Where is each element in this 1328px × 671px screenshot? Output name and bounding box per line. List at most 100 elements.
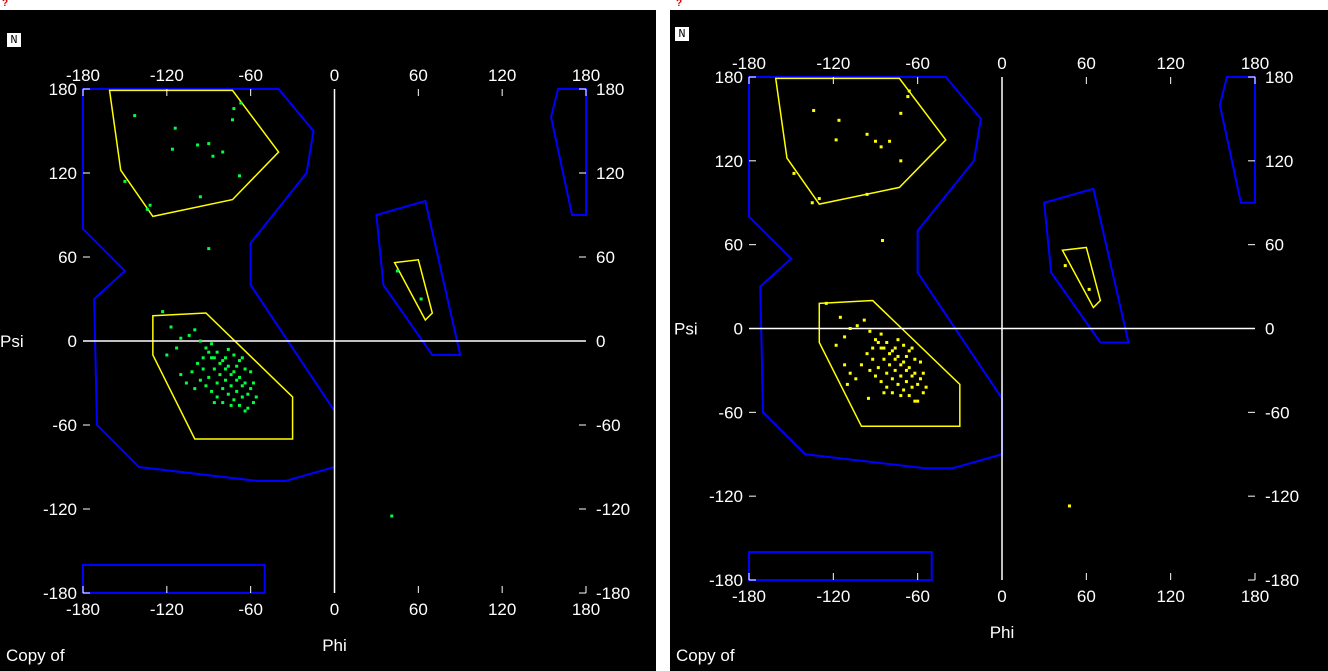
x-tick-label-bottom: 0 bbox=[330, 600, 339, 619]
residue-point bbox=[196, 361, 200, 365]
residue-point bbox=[899, 394, 903, 398]
residue-point bbox=[224, 356, 228, 360]
help-icon[interactable]: ? bbox=[2, 0, 9, 9]
ramachandran-panel-b: -180 -180 -120 -120 -60 -60 0 0 60 60 120 120 180 180… bbox=[670, 10, 1328, 671]
x-tick-label-top: 180 bbox=[572, 66, 600, 85]
x-tick-label-bottom: 120 bbox=[488, 600, 516, 619]
residue-point bbox=[246, 392, 250, 396]
x-tick-label-top: 180 bbox=[1241, 54, 1269, 73]
residue-point bbox=[226, 347, 230, 351]
residue-point bbox=[890, 349, 894, 353]
residue-point bbox=[170, 147, 174, 151]
residue-point bbox=[215, 395, 219, 399]
window-icon-b[interactable]: N bbox=[674, 26, 690, 42]
residue-point bbox=[913, 357, 917, 361]
residue-point bbox=[881, 238, 885, 242]
x-tick-label-bottom: -120 bbox=[816, 587, 850, 606]
residue-point bbox=[184, 381, 188, 385]
residue-point bbox=[913, 399, 917, 403]
residue-point bbox=[885, 385, 889, 389]
residue-point bbox=[890, 377, 894, 381]
x-tick-label-bottom: 60 bbox=[1077, 587, 1096, 606]
residue-point bbox=[893, 368, 897, 372]
residue-point bbox=[190, 370, 194, 374]
x-tick-label-top: -120 bbox=[816, 54, 850, 73]
residue-point bbox=[235, 389, 239, 393]
residue-point bbox=[211, 154, 215, 158]
residue-point bbox=[838, 315, 842, 319]
residue-point bbox=[865, 192, 869, 196]
residue-point bbox=[882, 391, 886, 395]
residue-point bbox=[899, 159, 903, 163]
x-tick-label-top: 0 bbox=[330, 66, 339, 85]
residue-point bbox=[237, 403, 241, 407]
help-icon[interactable]: ? bbox=[676, 0, 683, 9]
residue-point bbox=[165, 353, 169, 357]
residue-point bbox=[249, 370, 253, 374]
residue-point bbox=[871, 346, 875, 350]
core-region bbox=[393, 258, 434, 322]
residue-point bbox=[215, 350, 219, 354]
ramachandran-plot-b: -180-180-120-120-60-60006060120120180180… bbox=[674, 54, 1299, 665]
residue-point bbox=[251, 401, 255, 405]
residue-point bbox=[890, 391, 894, 395]
residue-point bbox=[229, 384, 233, 388]
residue-point bbox=[866, 396, 870, 400]
residue-point bbox=[868, 368, 872, 372]
x-tick-label-bottom: 0 bbox=[997, 587, 1006, 606]
residue-point bbox=[175, 346, 179, 350]
y-tick-label-left: 60 bbox=[58, 248, 77, 267]
residue-point bbox=[419, 297, 423, 301]
y-tick-label-left: -60 bbox=[52, 416, 77, 435]
x-tick-label-top: -60 bbox=[238, 66, 263, 85]
y-tick-label-left: 180 bbox=[715, 68, 743, 87]
residue-point bbox=[235, 364, 239, 368]
y-tick-label-left: 180 bbox=[49, 80, 77, 99]
residue-point bbox=[1067, 504, 1071, 508]
residue-point bbox=[902, 388, 906, 392]
x-tick-label-bottom: 120 bbox=[1156, 587, 1184, 606]
y-tick-label-left: -60 bbox=[718, 403, 743, 422]
window-icon-a[interactable]: N bbox=[6, 32, 22, 48]
residue-point bbox=[910, 346, 914, 350]
y-axis-title: Psi bbox=[674, 320, 698, 339]
residue-point bbox=[243, 367, 247, 371]
residue-point bbox=[888, 352, 892, 356]
residue-point bbox=[210, 356, 214, 360]
residue-point bbox=[204, 384, 208, 388]
residue-point bbox=[231, 118, 235, 122]
residue-point bbox=[810, 201, 814, 205]
residue-point bbox=[913, 371, 917, 375]
y-tick-label-right: 0 bbox=[1265, 320, 1274, 339]
residue-point bbox=[198, 339, 202, 343]
residue-point bbox=[145, 207, 149, 211]
residue-point bbox=[224, 378, 228, 382]
residue-point bbox=[907, 366, 911, 370]
allowed-region bbox=[375, 199, 462, 356]
residue-point bbox=[221, 387, 225, 391]
residue-point bbox=[874, 374, 877, 378]
residue-point bbox=[899, 374, 903, 378]
residue-point bbox=[201, 356, 205, 360]
residue-point bbox=[888, 363, 892, 367]
residue-point bbox=[899, 111, 903, 115]
y-tick-label-left: -120 bbox=[709, 487, 743, 506]
residue-point bbox=[907, 89, 911, 93]
x-tick-label-bottom: 180 bbox=[1241, 587, 1269, 606]
y-tick-label-left: 0 bbox=[68, 332, 77, 351]
residue-point bbox=[854, 377, 858, 381]
x-tick-label-top: 120 bbox=[1156, 54, 1184, 73]
panel-label-a: A bbox=[612, 24, 636, 60]
residue-point bbox=[921, 371, 925, 375]
y-tick-label-right: -60 bbox=[1265, 403, 1290, 422]
residue-point bbox=[876, 366, 880, 370]
footer-label: Copy of bbox=[6, 646, 65, 665]
y-tick-label-right: 120 bbox=[1265, 152, 1293, 171]
residue-point bbox=[896, 338, 900, 342]
core-region bbox=[818, 299, 961, 428]
residue-point bbox=[390, 514, 394, 518]
residue-point bbox=[196, 143, 200, 147]
residue-point bbox=[173, 126, 177, 130]
x-tick-label-top: 120 bbox=[488, 66, 516, 85]
residue-point bbox=[910, 385, 914, 389]
